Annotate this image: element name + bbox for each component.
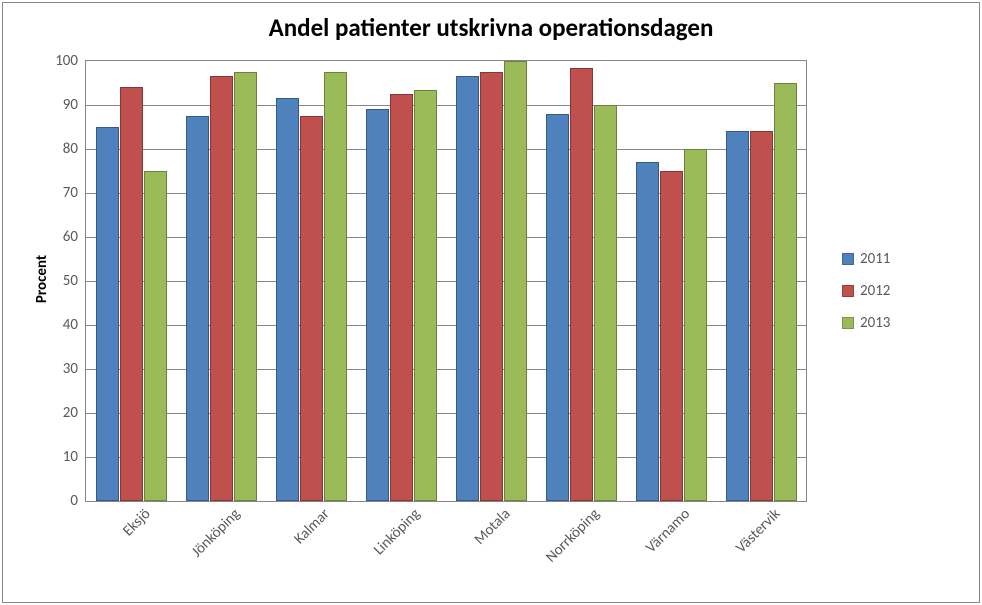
bar (324, 72, 347, 501)
bar (546, 114, 569, 501)
bar (366, 109, 389, 501)
ytick-label: 60 (63, 228, 86, 246)
bar (144, 171, 167, 501)
ytick-label: 30 (63, 360, 86, 378)
chart-title: Andel patienter utskrivna operationsdage… (0, 12, 982, 43)
bar (570, 68, 593, 501)
legend-item: 2013 (842, 314, 890, 332)
legend-label: 2012 (860, 282, 890, 300)
ytick-label: 90 (63, 96, 86, 114)
legend-item: 2011 (842, 250, 890, 268)
bar (276, 98, 299, 501)
plot-area: 0102030405060708090100EksjöJönköpingKalm… (85, 60, 807, 502)
bar (96, 127, 119, 501)
bar (414, 90, 437, 501)
ytick-label: 40 (63, 316, 86, 334)
bar (726, 131, 749, 501)
bar (504, 61, 527, 501)
bar (660, 171, 683, 501)
bar (594, 105, 617, 501)
bar (750, 131, 773, 501)
chart-container: Andel patienter utskrivna operationsdage… (0, 0, 982, 605)
legend-swatch (842, 285, 854, 297)
bar (456, 76, 479, 501)
legend-label: 2013 (860, 314, 890, 332)
y-axis-title: Procent (33, 255, 51, 303)
bar (684, 149, 707, 501)
ytick-label: 80 (63, 140, 86, 158)
ytick-label: 70 (63, 184, 86, 202)
bar (636, 162, 659, 501)
bar (120, 87, 143, 501)
bar (774, 83, 797, 501)
legend: 2011 2012 2013 (842, 250, 890, 346)
legend-swatch (842, 253, 854, 265)
ytick-label: 50 (63, 272, 86, 290)
ytick-label: 100 (55, 52, 86, 70)
ytick-label: 10 (63, 448, 86, 466)
bar (390, 94, 413, 501)
bar (234, 72, 257, 501)
bar (300, 116, 323, 501)
legend-item: 2012 (842, 282, 890, 300)
bar (210, 76, 233, 501)
gridline (86, 105, 806, 106)
ytick-label: 20 (63, 404, 86, 422)
legend-label: 2011 (860, 250, 890, 268)
bar (186, 116, 209, 501)
legend-swatch (842, 317, 854, 329)
bar (480, 72, 503, 501)
ytick-label: 0 (70, 492, 86, 510)
